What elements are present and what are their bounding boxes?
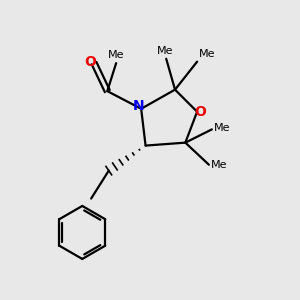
Text: O: O [85, 55, 97, 69]
Text: N: N [133, 99, 145, 113]
Text: Me: Me [199, 49, 215, 59]
Text: Me: Me [214, 123, 231, 133]
Text: O: O [195, 105, 207, 119]
Text: Me: Me [211, 160, 228, 170]
Text: Me: Me [157, 46, 173, 56]
Text: Me: Me [108, 50, 124, 60]
